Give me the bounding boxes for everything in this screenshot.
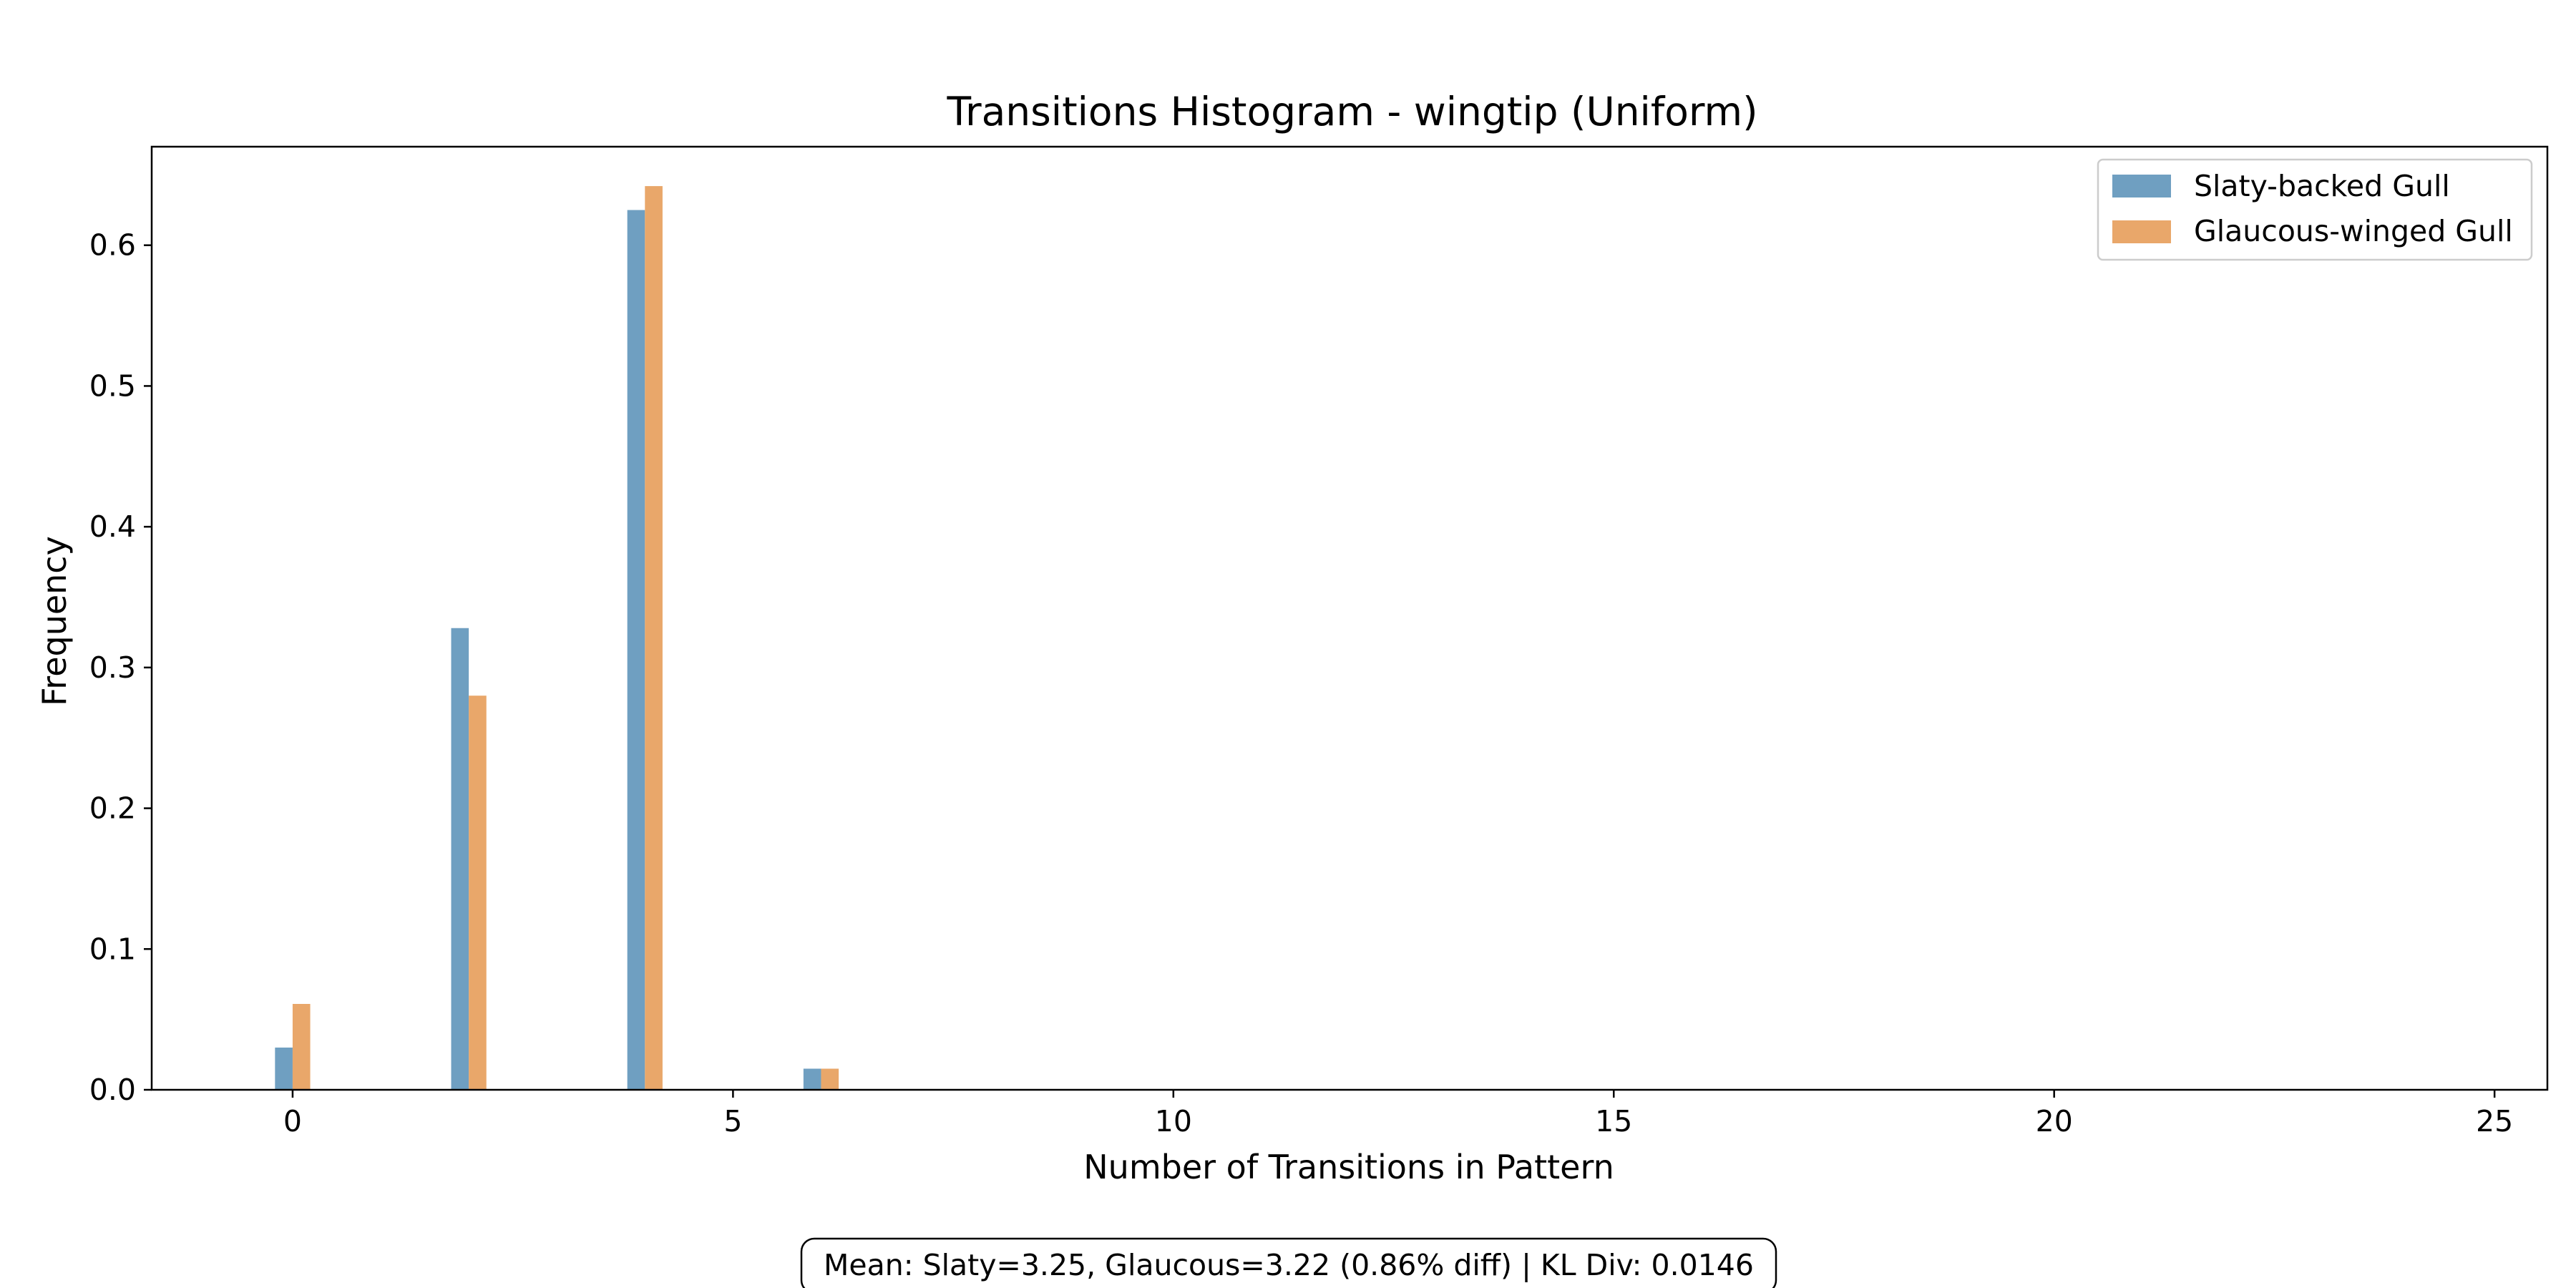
x-tick-label: 5 bbox=[723, 1104, 742, 1138]
legend-frame bbox=[2097, 158, 2533, 261]
bar-glaucous-winged-gull-x2 bbox=[469, 696, 487, 1090]
x-tick-label: 20 bbox=[2036, 1104, 2073, 1138]
y-tick-label: 0.4 bbox=[89, 509, 136, 544]
chart-title: Transitions Histogram - wingtip (Uniform… bbox=[946, 89, 1757, 135]
bar-slaty-backed-gull-x4 bbox=[627, 210, 645, 1090]
annotation-box bbox=[800, 1237, 1777, 1288]
bar-slaty-backed-gull-x6 bbox=[803, 1068, 821, 1090]
bar-slaty-backed-gull-x0 bbox=[275, 1047, 293, 1090]
y-tick-label: 0.1 bbox=[89, 932, 136, 966]
plot-frame bbox=[150, 145, 2549, 1091]
legend-swatch-glaucous-winged-gull bbox=[2112, 220, 2171, 243]
y-axis-label: Frequency bbox=[35, 536, 74, 706]
x-tick-label: 15 bbox=[1595, 1104, 1632, 1138]
bars-layer bbox=[275, 186, 839, 1091]
bar-glaucous-winged-gull-x0 bbox=[292, 1004, 311, 1090]
y-tick-label: 0.3 bbox=[89, 650, 136, 685]
x-axis-ticks: 0 5 10 15 20 25 bbox=[283, 1090, 2513, 1138]
y-tick-label: 0.0 bbox=[89, 1073, 136, 1107]
x-tick-label: 10 bbox=[1155, 1104, 1192, 1138]
annotation-text: Mean: Slaty=3.25, Glaucous=3.22 (0.86% d… bbox=[824, 1248, 1754, 1282]
x-axis-label: Number of Transitions in Pattern bbox=[1083, 1148, 1614, 1186]
bar-glaucous-winged-gull-x6 bbox=[821, 1068, 839, 1090]
y-tick-label: 0.5 bbox=[89, 369, 136, 403]
y-tick-label: 0.6 bbox=[89, 228, 136, 263]
y-axis-ticks: 0.0 0.1 0.2 0.3 0.4 0.5 0.6 bbox=[89, 228, 152, 1107]
legend-swatch-slaty-backed-gull bbox=[2112, 175, 2171, 197]
bar-slaty-backed-gull-x2 bbox=[451, 628, 469, 1090]
legend: Slaty-backed Gull Glaucous-winged Gull bbox=[2097, 158, 2533, 261]
bar-glaucous-winged-gull-x4 bbox=[645, 186, 663, 1091]
legend-label-glaucous-winged-gull: Glaucous-winged Gull bbox=[2194, 214, 2513, 248]
x-tick-label: 0 bbox=[283, 1104, 302, 1138]
y-tick-label: 0.2 bbox=[89, 791, 136, 826]
stats-annotation: Mean: Slaty=3.25, Glaucous=3.22 (0.86% d… bbox=[800, 1237, 1777, 1288]
legend-label-slaty-backed-gull: Slaty-backed Gull bbox=[2194, 169, 2450, 203]
x-tick-label: 25 bbox=[2476, 1104, 2513, 1138]
